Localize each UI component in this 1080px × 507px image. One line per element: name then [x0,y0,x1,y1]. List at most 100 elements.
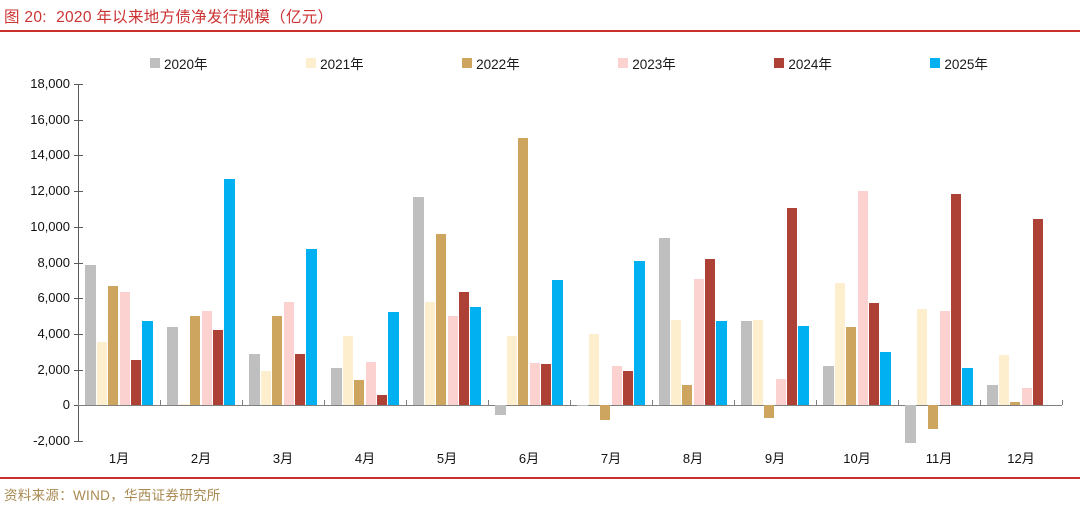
y-tick-mark [74,333,83,335]
bar-2020年-8月 [659,238,670,406]
x-tick-label: 12月 [1007,451,1035,466]
bar-2023年-10月 [857,191,868,406]
x-tick-mark [570,400,571,406]
plot-area [74,84,1063,443]
bar-2021年-4月 [342,335,354,406]
x-tick-label: 1月 [108,451,130,466]
y-tick-mark [74,155,83,157]
bar-2024年-9月 [786,208,798,406]
bar-2025年-1月 [142,321,153,406]
bar-2020年-2月 [167,326,178,406]
bar-2025年-2月 [224,178,235,406]
bar-2025年-10月 [880,351,891,406]
bar-2020年-6月 [495,405,506,416]
bar-2025年-8月 [716,320,727,406]
y-tick-label: 2,000 [37,361,70,377]
y-tick-label: 10,000 [30,218,70,234]
bar-2023年-5月 [447,316,458,406]
x-tick-label: 10月 [843,451,871,466]
x-tick-mark [980,400,981,406]
x-tick-label: 11月 [925,451,953,466]
bar-2023年-11月 [939,310,950,406]
x-tick-label: 4月 [354,451,376,466]
legend-item-2020年: 2020年 [150,53,208,73]
y-tick-label: -2,000 [33,433,70,448]
x-axis-labels: 1月 2月 3月 4月 5月 6月 7月 8月 9月 10月 11月 12月 [78,448,1062,467]
bar-2022年-10月 [846,326,857,406]
y-tick-mark [74,119,83,121]
bar-2024年-4月 [376,394,388,406]
y-tick-mark [74,226,83,228]
bar-2020年-10月 [823,366,834,406]
bar-2024年-2月 [212,330,224,406]
legend-item-2022年: 2022年 [462,53,520,73]
bar-2024年-6月 [540,364,552,406]
bar-2022年-2月 [190,316,201,406]
y-tick-label: 18,000 [30,76,70,91]
legend-swatch-icon [774,58,785,68]
bar-2022年-5月 [436,233,447,406]
x-tick-mark [160,400,161,406]
x-tick-label: 6月 [518,451,540,466]
bar-2022年-8月 [682,384,693,406]
legend-swatch-icon [306,58,317,68]
bar-2024年-3月 [294,354,306,406]
x-tick-mark [898,400,899,406]
x-tick-mark [1062,400,1063,406]
bar-2020年-3月 [249,353,260,406]
x-tick-mark [488,400,489,406]
bar-2023年-9月 [775,379,786,406]
legend-label: 2025年 [944,57,988,72]
bar-2023年-3月 [283,301,294,406]
y-tick-label: 8,000 [37,254,70,270]
bar-2024年-5月 [458,291,470,406]
legend-label: 2022年 [476,57,520,72]
bar-2024年-7月 [622,371,634,406]
x-tick-mark [406,400,407,406]
y-tick-mark [74,84,83,85]
bar-2023年-8月 [693,278,704,406]
bar-2021年-12月 [998,355,1010,406]
bar-2024年-1月 [130,359,142,406]
source-note: 资料来源：WIND，华西证券研究所 [4,488,221,503]
bar-2020年-7月 [577,405,588,406]
bar-2022年-9月 [764,405,775,418]
bar-2021年-9月 [752,319,764,406]
bar-2021年-5月 [424,301,436,406]
bar-2023年-7月 [611,366,622,406]
bar-2022年-7月 [600,405,611,420]
bar-2021年-6月 [506,335,518,406]
x-tick-label: 9月 [764,451,786,466]
x-tick-label: 8月 [682,451,704,466]
bar-2025年-3月 [306,249,317,406]
legend-label: 2024年 [788,57,832,72]
legend-swatch-icon [150,58,160,68]
x-tick-mark [78,400,79,406]
y-tick-label: 4,000 [37,325,70,341]
bar-2025年-5月 [470,307,481,406]
y-tick-label: 16,000 [30,111,70,127]
bar-2023年-1月 [119,291,130,406]
legend-item-2021年: 2021年 [306,53,364,73]
bar-2020年-5月 [413,197,424,406]
bar-2025年-11月 [962,367,973,406]
bar-2023年-6月 [529,363,540,406]
chart-legend: 2020年 2021年 2022年 2023年 2024年 2025年 [150,53,988,73]
legend-item-2024年: 2024年 [774,53,832,73]
bar-2025年-7月 [634,260,645,406]
legend-label: 2020年 [164,57,208,72]
x-tick-mark [652,400,653,406]
bar-2021年-7月 [588,333,600,406]
x-tick-mark [324,400,325,406]
legend-label: 2023年 [632,57,676,72]
y-tick-mark [74,369,83,371]
legend-swatch-icon [930,58,941,68]
bar-2023年-4月 [365,362,376,406]
legend-swatch-icon [462,58,473,68]
top-rule [0,30,1080,32]
y-tick-label: 6,000 [37,290,70,306]
y-tick-label: 0 [62,397,70,413]
bar-2020年-1月 [85,265,96,406]
bar-2025年-9月 [798,325,809,406]
bar-2020年-4月 [331,367,342,406]
